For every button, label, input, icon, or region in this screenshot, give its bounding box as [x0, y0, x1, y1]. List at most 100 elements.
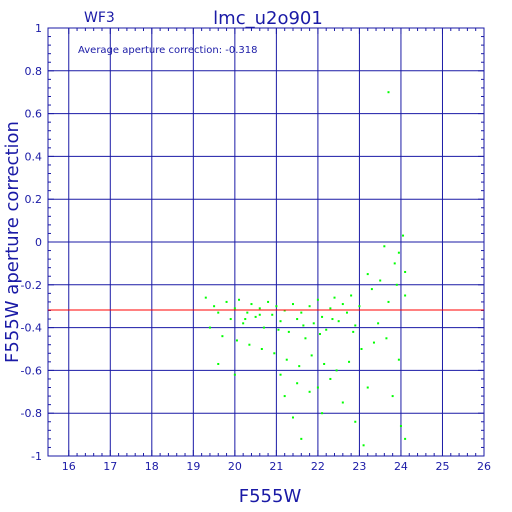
data-point	[329, 307, 332, 310]
data-point	[393, 262, 396, 265]
axis-ticks	[48, 27, 485, 457]
data-point	[345, 311, 348, 314]
data-point	[244, 318, 247, 321]
data-point	[354, 420, 357, 423]
x-tick-label: 18	[145, 460, 159, 473]
data-point	[310, 354, 313, 357]
data-point	[399, 425, 402, 428]
data-point	[221, 335, 224, 338]
data-point	[254, 315, 257, 318]
data-point	[279, 373, 282, 376]
data-point	[308, 305, 311, 308]
data-point	[308, 390, 311, 393]
data-point	[298, 365, 301, 368]
data-point	[387, 300, 390, 303]
data-point	[277, 328, 280, 331]
data-point	[246, 311, 249, 314]
data-point	[325, 328, 328, 331]
data-point	[348, 360, 351, 363]
chart-header-left: WF3	[84, 10, 115, 26]
x-tick-label: 25	[435, 460, 449, 473]
data-point	[370, 288, 373, 291]
data-point	[275, 305, 278, 308]
chart-title: lmc_u2o901	[213, 8, 323, 29]
data-point	[300, 311, 303, 314]
x-tick-label: 17	[103, 460, 117, 473]
y-tick-label: -0.4	[21, 322, 42, 335]
data-point	[323, 362, 326, 365]
data-point	[296, 382, 299, 385]
y-tick-label: 1	[35, 22, 42, 35]
y-tick-label: -0.8	[21, 407, 42, 420]
data-point	[354, 324, 357, 327]
x-tick-label: 20	[228, 460, 242, 473]
data-point	[331, 318, 334, 321]
data-point	[387, 91, 390, 94]
data-point	[360, 348, 363, 350]
data-point	[352, 330, 355, 333]
y-tick-label: -0.6	[21, 364, 42, 377]
y-axis-label: F555W aperture correction	[2, 121, 23, 363]
data-point	[238, 298, 241, 301]
data-point	[248, 343, 251, 346]
data-point	[225, 300, 228, 303]
data-point	[258, 313, 261, 316]
tick-labels: 16 17 18 19 20 21 22 23 24 25 26 1 0.8 0.6 0.4 0.2 0 -0.2…	[21, 22, 491, 473]
data-point	[287, 330, 290, 333]
data-point	[404, 270, 407, 273]
x-tick-label: 19	[186, 460, 200, 473]
x-tick-label: 16	[62, 460, 76, 473]
y-tick-label: -1	[31, 450, 42, 463]
data-point	[358, 305, 361, 308]
data-point	[350, 294, 353, 297]
data-point	[366, 386, 369, 389]
data-point	[341, 303, 344, 306]
data-point	[333, 296, 336, 299]
data-point	[260, 348, 263, 350]
x-tick-label: 23	[352, 460, 366, 473]
data-point	[321, 315, 324, 318]
x-axis-label: F555W	[239, 486, 302, 507]
data-point	[273, 352, 276, 355]
data-point	[300, 437, 303, 440]
data-point	[250, 303, 253, 306]
y-tick-label: 0.2	[25, 193, 43, 206]
data-point	[316, 298, 319, 301]
data-point	[258, 307, 261, 310]
data-point	[271, 313, 274, 316]
data-point	[242, 322, 245, 325]
data-point	[204, 296, 207, 299]
data-point	[208, 326, 211, 329]
data-point	[362, 444, 365, 447]
data-point	[233, 373, 236, 376]
data-point	[391, 395, 394, 398]
data-point	[366, 273, 369, 276]
data-point	[329, 377, 332, 380]
data-point	[402, 234, 405, 237]
data-point	[377, 322, 380, 325]
data-point	[235, 339, 238, 342]
data-point	[316, 386, 319, 389]
data-point	[335, 369, 338, 372]
data-point	[397, 251, 400, 254]
data-point	[404, 437, 407, 440]
data-point	[337, 320, 340, 323]
data-point	[383, 245, 386, 248]
data-point	[285, 358, 288, 361]
data-point	[213, 305, 216, 308]
x-tick-label: 26	[477, 460, 491, 473]
data-point	[304, 337, 307, 340]
data-point	[318, 333, 321, 336]
data-point	[217, 362, 220, 365]
data-point	[291, 303, 294, 306]
data-point	[291, 416, 294, 419]
y-tick-label: 0	[35, 236, 42, 249]
data-point	[233, 307, 236, 310]
data-point	[341, 401, 344, 404]
y-tick-label: 0.8	[25, 65, 43, 78]
data-point	[262, 326, 265, 329]
y-tick-label: 0.4	[25, 150, 43, 163]
data-point	[372, 341, 375, 344]
data-point	[379, 279, 382, 282]
